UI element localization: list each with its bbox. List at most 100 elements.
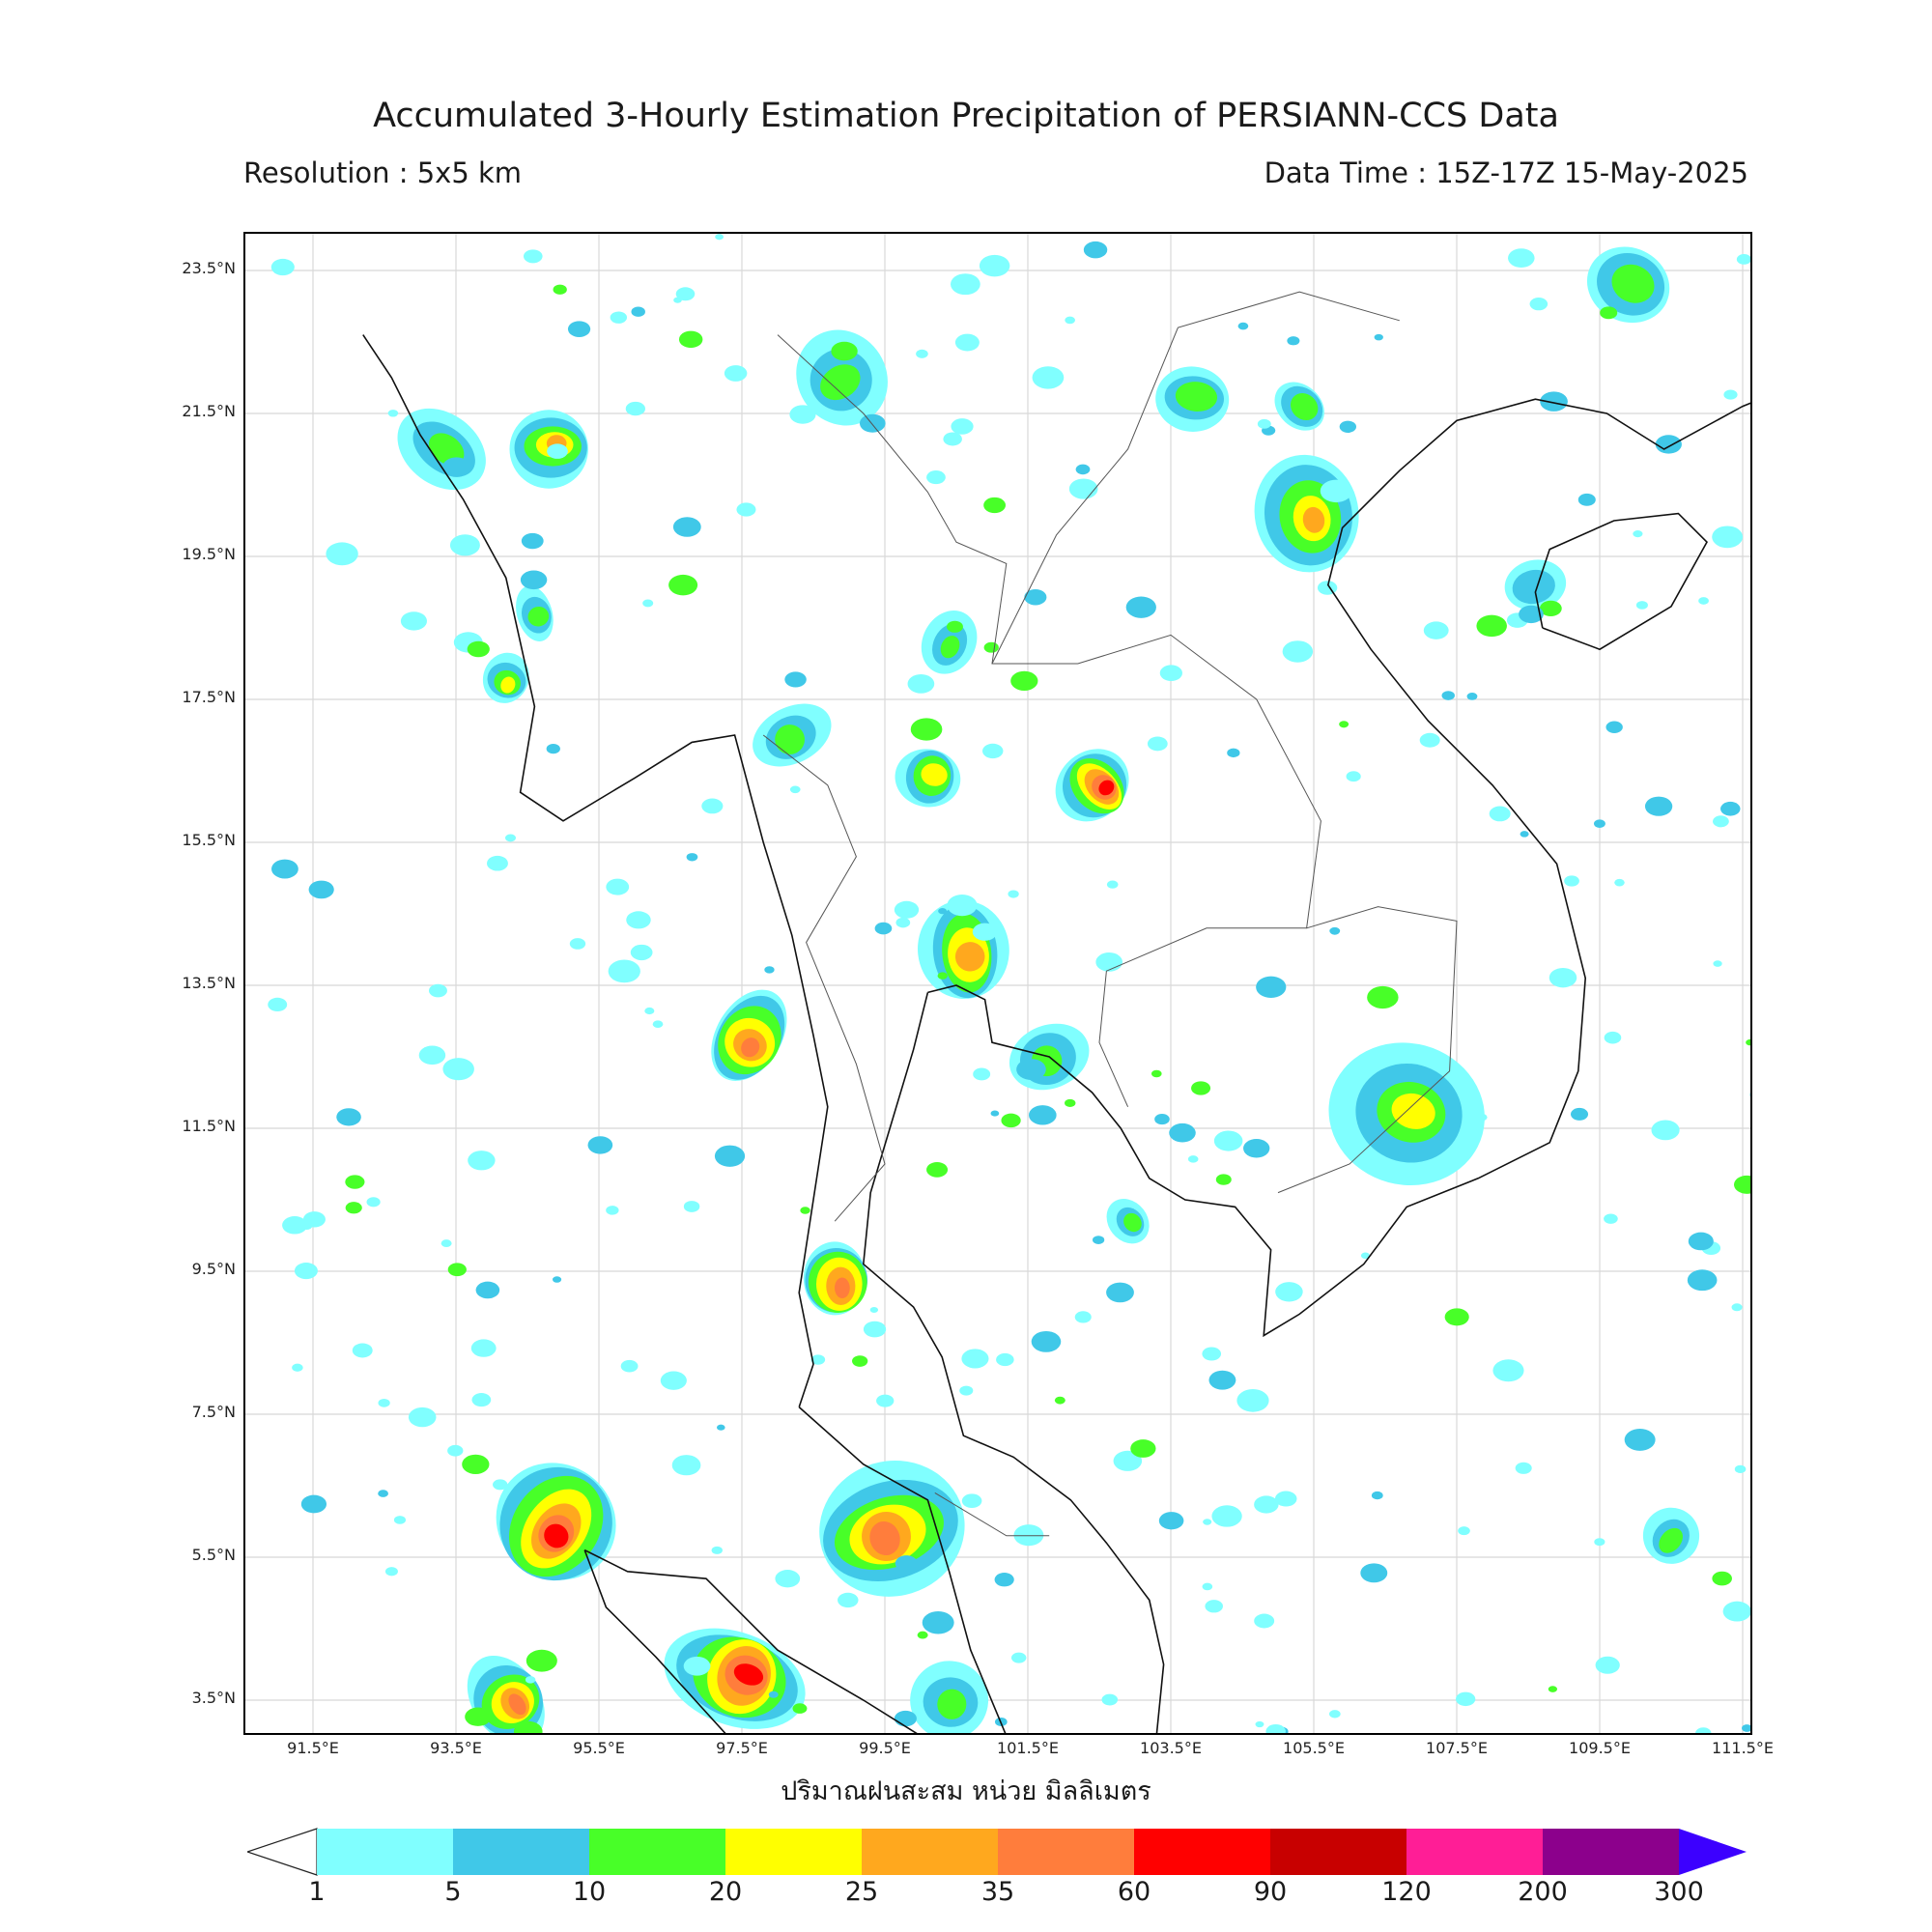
shower-speck <box>792 1703 808 1714</box>
shower-speck <box>1095 952 1122 972</box>
shower-speck <box>810 1354 826 1365</box>
shower-speck <box>1593 819 1605 828</box>
rain-contour <box>1659 1527 1683 1553</box>
shower-speck <box>895 1555 918 1572</box>
coastlines <box>362 334 1750 1733</box>
colorbar-tick-label: 35 <box>980 1877 1015 1907</box>
shower-speck <box>907 673 935 694</box>
shower-speck <box>714 1145 746 1167</box>
shower-speck <box>352 1343 373 1358</box>
rain-contour <box>1290 393 1319 421</box>
shower-speck <box>625 401 645 416</box>
shower-speck <box>1605 721 1623 733</box>
lon-tick-label: 97.5°E <box>716 1739 768 1757</box>
shower-speck <box>1075 464 1091 475</box>
shower-speck <box>979 254 1010 277</box>
shower-speck <box>1101 1693 1119 1706</box>
shower-speck <box>652 1020 664 1029</box>
shower-speck <box>1466 692 1478 700</box>
colorbar-segment <box>453 1829 589 1875</box>
shower-speck <box>1328 1710 1341 1719</box>
shower-speck <box>1154 1114 1170 1125</box>
shower-speck <box>1698 597 1709 605</box>
rain-cell <box>1642 1507 1700 1564</box>
shower-speck <box>610 311 628 324</box>
shower-speck <box>1444 1308 1469 1326</box>
colorbar-tick-label: 5 <box>444 1877 462 1907</box>
lon-tick-label: 107.5°E <box>1426 1739 1488 1757</box>
shower-speck <box>1655 435 1682 454</box>
shower-speck <box>1746 1038 1750 1046</box>
precipitation-map <box>243 232 1752 1735</box>
colorbar-tick-label: 120 <box>1381 1877 1432 1907</box>
shower-speck <box>630 944 653 961</box>
shower-speck <box>442 1058 474 1081</box>
shower-speck <box>983 641 999 653</box>
shower-speck <box>1191 1081 1211 1095</box>
rain-contour <box>1302 506 1325 533</box>
colorbar-segment <box>862 1829 998 1875</box>
shower-speck <box>1320 479 1352 503</box>
rain-cell <box>1055 749 1129 822</box>
colorbar-segment <box>317 1829 453 1875</box>
shower-speck <box>300 1221 313 1231</box>
shower-speck <box>1476 614 1507 638</box>
shower-speck <box>1255 1720 1264 1728</box>
shower-speck <box>1595 1656 1620 1674</box>
rain-contour <box>428 433 465 466</box>
shower-speck <box>876 1394 895 1407</box>
shower-speck <box>990 1110 1000 1117</box>
shower-speck <box>521 532 544 550</box>
colorbar-tick-label: 200 <box>1518 1877 1568 1907</box>
lat-tick-label: 5.5°N <box>191 1546 236 1564</box>
shower-speck <box>526 1649 557 1672</box>
shower-speck <box>1001 1113 1021 1128</box>
shower-speck <box>1520 831 1529 838</box>
colorbar-segment <box>589 1829 725 1875</box>
colorbar-segment <box>1270 1829 1406 1875</box>
colorbar-over-arrow <box>1679 1829 1747 1875</box>
shower-speck <box>1010 670 1038 691</box>
shower-speck <box>1733 1175 1750 1194</box>
shower-speck <box>1419 732 1440 748</box>
shower-speck <box>606 1206 619 1215</box>
shower-speck <box>775 1570 801 1588</box>
rain-cell <box>1586 246 1670 324</box>
shower-speck <box>1068 478 1098 499</box>
shower-speck <box>852 1355 868 1367</box>
shower-speck <box>972 923 998 941</box>
rain-cell <box>664 1628 806 1729</box>
shower-speck <box>1712 526 1744 549</box>
rain-contour <box>835 1277 850 1299</box>
shower-speck <box>1720 801 1741 816</box>
shower-speck <box>294 1263 318 1280</box>
shower-speck <box>1570 1107 1589 1121</box>
shower-speck <box>1257 418 1271 429</box>
shower-speck <box>1211 1505 1242 1527</box>
shower-speck <box>1203 1519 1212 1525</box>
border-path <box>991 291 1400 665</box>
shower-speck <box>587 1136 613 1154</box>
shower-speck <box>1159 665 1182 682</box>
shower-speck <box>1458 1526 1470 1536</box>
shower-speck <box>1031 1330 1062 1352</box>
shower-speck <box>1016 1059 1046 1080</box>
shower-speck <box>683 1201 700 1212</box>
shower-speck <box>1723 389 1738 400</box>
rain-contour <box>508 1693 526 1716</box>
lat-tick-label: 17.5°N <box>182 688 236 706</box>
shower-speck <box>462 1454 490 1474</box>
shower-speck <box>1360 1252 1371 1260</box>
shower-speck <box>546 744 560 754</box>
shower-speck <box>418 1045 446 1065</box>
shower-speck <box>1529 298 1548 311</box>
rain-contour <box>1611 264 1655 303</box>
rain-contour <box>500 676 516 694</box>
shower-speck <box>1024 588 1047 606</box>
shower-speck <box>874 922 893 935</box>
rain-contour <box>869 1520 900 1556</box>
shower-speck <box>1539 600 1562 617</box>
lat-tick-label: 7.5°N <box>191 1403 236 1421</box>
rain-contour <box>544 1523 569 1548</box>
shower-speck <box>1688 1232 1714 1251</box>
